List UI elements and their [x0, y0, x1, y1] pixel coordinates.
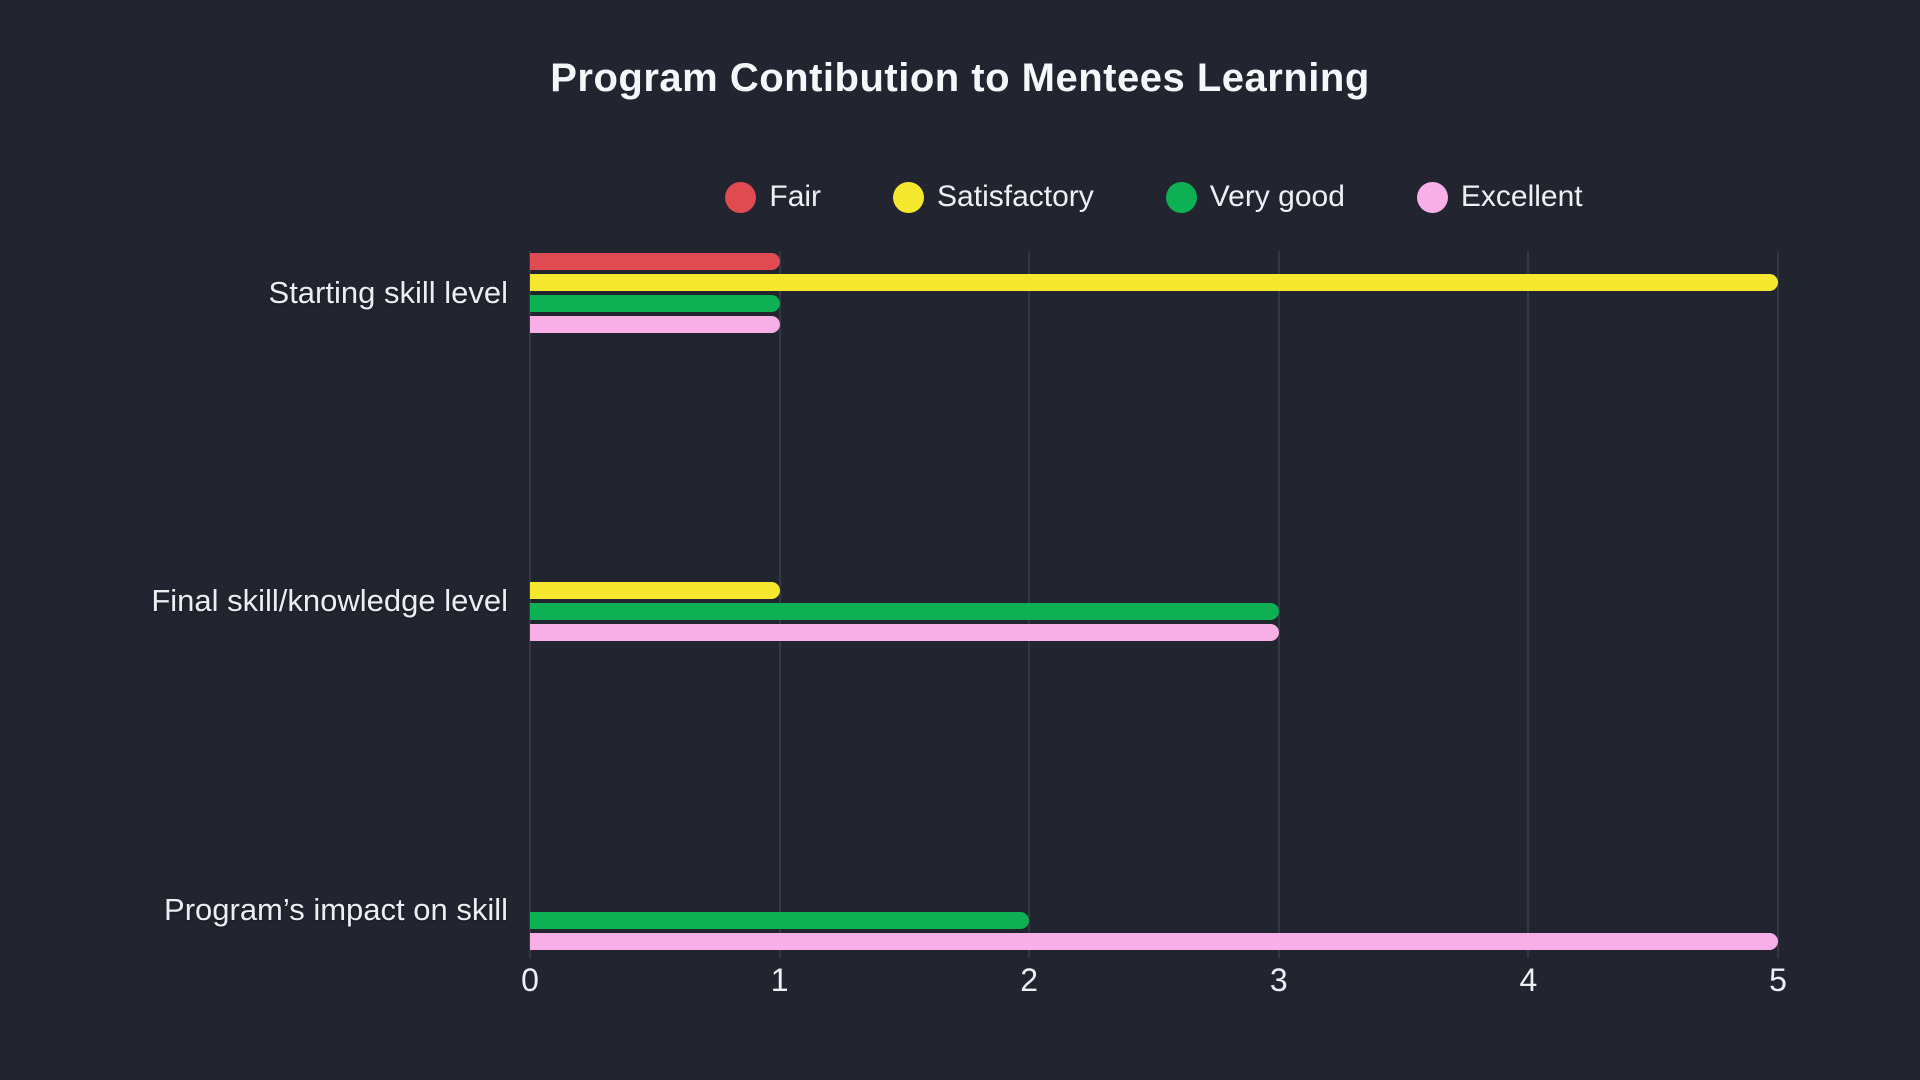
- bar-satisfactory: [530, 274, 1778, 291]
- legend-item-label: Fair: [769, 180, 822, 213]
- legend-swatch-icon: [1165, 181, 1197, 213]
- bar-excellent: [530, 624, 1279, 641]
- bar-satisfactory: [530, 582, 780, 599]
- legend-item-label: Satisfactory: [937, 180, 1094, 213]
- legend-swatch-icon: [893, 181, 925, 213]
- bar-excellent: [530, 933, 1778, 950]
- gridline: [1777, 251, 1779, 958]
- category-label: Program’s impact on skill: [164, 892, 508, 927]
- legend-item-label: Very good: [1209, 180, 1345, 213]
- x-axis-tick-label: 0: [521, 962, 539, 998]
- bar-excellent: [530, 316, 780, 333]
- legend-item-very-good[interactable]: Very good: [1165, 180, 1345, 214]
- x-axis-tick-label: 4: [1519, 962, 1538, 998]
- legend-swatch-icon: [725, 181, 757, 213]
- chart-title: Program Contibution to Mentees Learning: [550, 56, 1370, 100]
- chart-legend: Fair Satisfactory Very good Excellent: [530, 178, 1778, 216]
- x-axis-tick-label: 5: [1769, 962, 1787, 998]
- legend-item-label: Excellent: [1460, 180, 1583, 213]
- legend-item-fair[interactable]: Fair: [725, 180, 821, 214]
- gridline: [1527, 251, 1530, 958]
- bar-very-good: [530, 912, 1030, 929]
- legend-swatch-icon: [1416, 181, 1448, 213]
- gridline: [1277, 251, 1280, 958]
- category-label: Starting skill level: [268, 275, 508, 310]
- legend-item-excellent[interactable]: Excellent: [1416, 180, 1583, 214]
- x-axis-tick-label: 2: [1020, 962, 1039, 998]
- x-axis-tick-label: 3: [1269, 962, 1288, 998]
- bar-very-good: [530, 603, 1279, 620]
- x-axis-tick-label: 1: [770, 962, 789, 998]
- bar-fair: [530, 253, 780, 270]
- bar-very-good: [530, 295, 780, 312]
- category-label: Final skill/knowledge level: [151, 583, 508, 618]
- legend-item-satisfactory[interactable]: Satisfactory: [893, 180, 1094, 214]
